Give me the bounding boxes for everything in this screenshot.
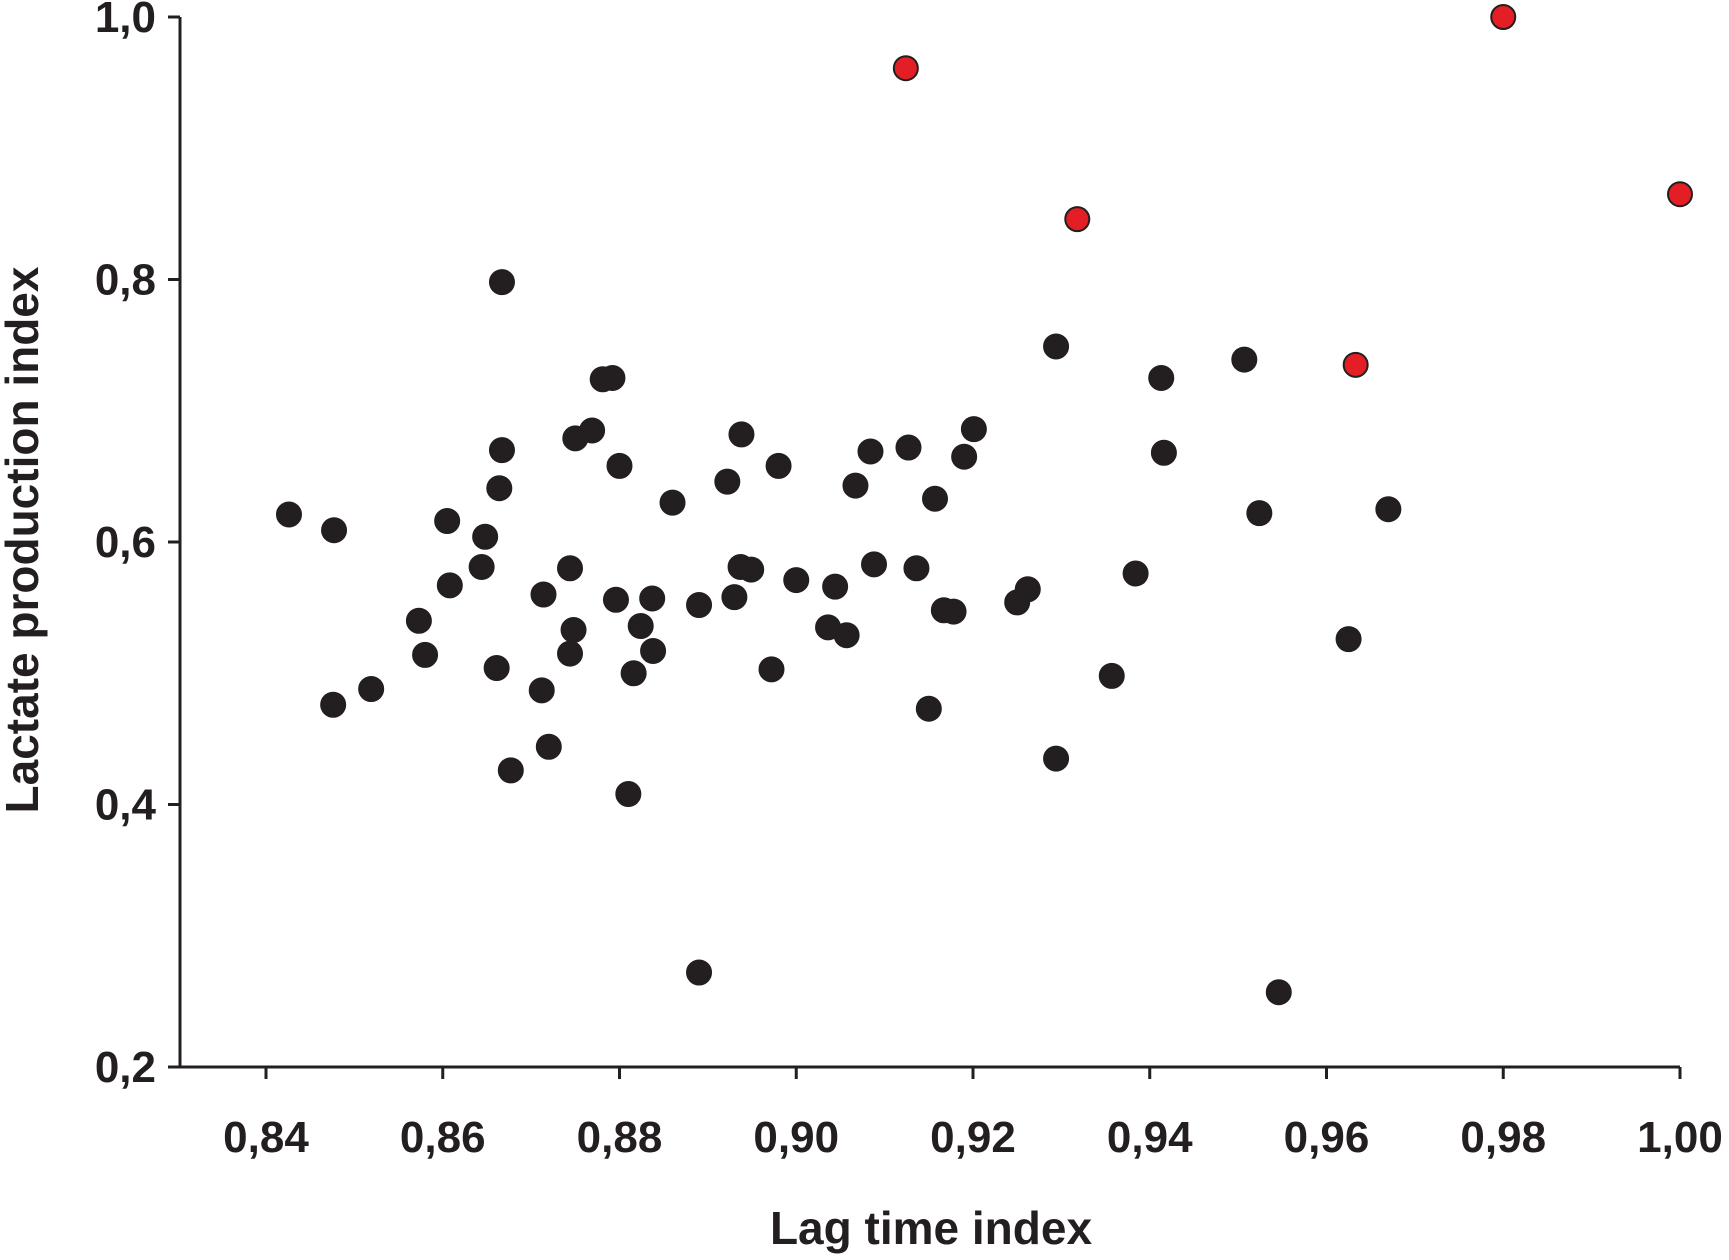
data-point [822, 573, 849, 600]
x-tick-label: 0,96 [1284, 1113, 1370, 1162]
x-tick-label: 0,98 [1460, 1113, 1546, 1162]
data-point [1150, 439, 1177, 466]
data-point [960, 416, 987, 443]
data-point [728, 421, 755, 448]
data-point [686, 592, 713, 618]
data-point [1265, 979, 1292, 1006]
data-point [434, 508, 461, 534]
x-axis-title: Lag time index [770, 1202, 1092, 1254]
y-tick-label: 0,8 [95, 256, 156, 305]
data-point [833, 622, 860, 649]
data-point [488, 269, 515, 296]
data-point [686, 959, 713, 986]
data-point [497, 757, 524, 784]
data-point [895, 434, 922, 461]
y-tick-label: 0,4 [95, 781, 157, 830]
data-point [557, 555, 584, 582]
data-point [1064, 206, 1091, 233]
data-point [659, 489, 686, 516]
x-tick-label: 1,00 [1637, 1113, 1723, 1162]
data-point [560, 616, 587, 643]
x-tick-label: 0,88 [577, 1113, 663, 1162]
data-point [1375, 496, 1402, 523]
data-point [1043, 333, 1070, 360]
x-tick-label: 0,90 [753, 1113, 839, 1162]
data-point [1490, 4, 1517, 30]
data-point [615, 781, 642, 807]
data-point [783, 567, 810, 594]
data-point [861, 551, 888, 578]
data-points [275, 4, 1693, 1006]
data-point [627, 613, 654, 639]
x-tick-label: 0,92 [930, 1113, 1016, 1162]
data-point [1231, 346, 1258, 373]
data-point [530, 581, 557, 608]
data-point [412, 641, 439, 668]
data-point [639, 585, 666, 612]
data-point [714, 468, 741, 495]
data-point [857, 438, 884, 465]
data-point [599, 364, 626, 391]
x-axis: 0,84 0,86 0,88 0,90 0,92 0,94 0,96 0,98 1,00 [180, 1065, 1723, 1162]
y-tick-label: 0,2 [95, 1043, 156, 1092]
data-point [738, 556, 765, 583]
data-point [951, 443, 978, 470]
data-point [275, 501, 302, 528]
data-point [468, 553, 495, 580]
data-point [405, 607, 432, 634]
data-point [940, 598, 967, 625]
x-tick-label: 0,86 [400, 1113, 486, 1162]
data-point [721, 584, 748, 611]
data-point [903, 555, 930, 582]
data-point [1098, 662, 1125, 689]
data-point [557, 640, 584, 667]
data-point [842, 472, 869, 499]
data-point [579, 417, 606, 444]
data-point [640, 637, 667, 664]
y-axis-title: Lactate production index [0, 266, 48, 813]
data-point [321, 517, 348, 544]
data-point [915, 695, 942, 722]
data-point [1246, 500, 1273, 527]
data-point [472, 523, 499, 550]
data-point [436, 572, 463, 599]
x-tick-label: 0,84 [223, 1113, 309, 1162]
data-point [358, 676, 385, 702]
data-point [1667, 181, 1693, 208]
data-point [1335, 626, 1362, 653]
data-point [765, 452, 792, 479]
data-point [620, 660, 647, 687]
data-point [1014, 576, 1041, 603]
data-point [483, 655, 510, 681]
y-axis: 0,2 0,4 0,6 0,8 1,0 [95, 0, 182, 1092]
data-point [606, 452, 633, 479]
data-point [892, 55, 919, 82]
data-point [486, 475, 513, 502]
data-point [1043, 745, 1070, 772]
data-point [488, 437, 515, 464]
x-tick-label: 0,94 [1107, 1113, 1193, 1162]
data-point [1148, 364, 1175, 391]
data-point [535, 733, 562, 760]
data-point [758, 656, 785, 683]
data-point [921, 485, 948, 512]
data-point [602, 586, 629, 613]
y-tick-label: 0,6 [95, 518, 156, 567]
data-point [1342, 351, 1369, 378]
data-point [528, 677, 555, 704]
data-point [320, 691, 347, 718]
data-point [1122, 560, 1149, 587]
y-tick-label: 1,0 [95, 0, 156, 42]
